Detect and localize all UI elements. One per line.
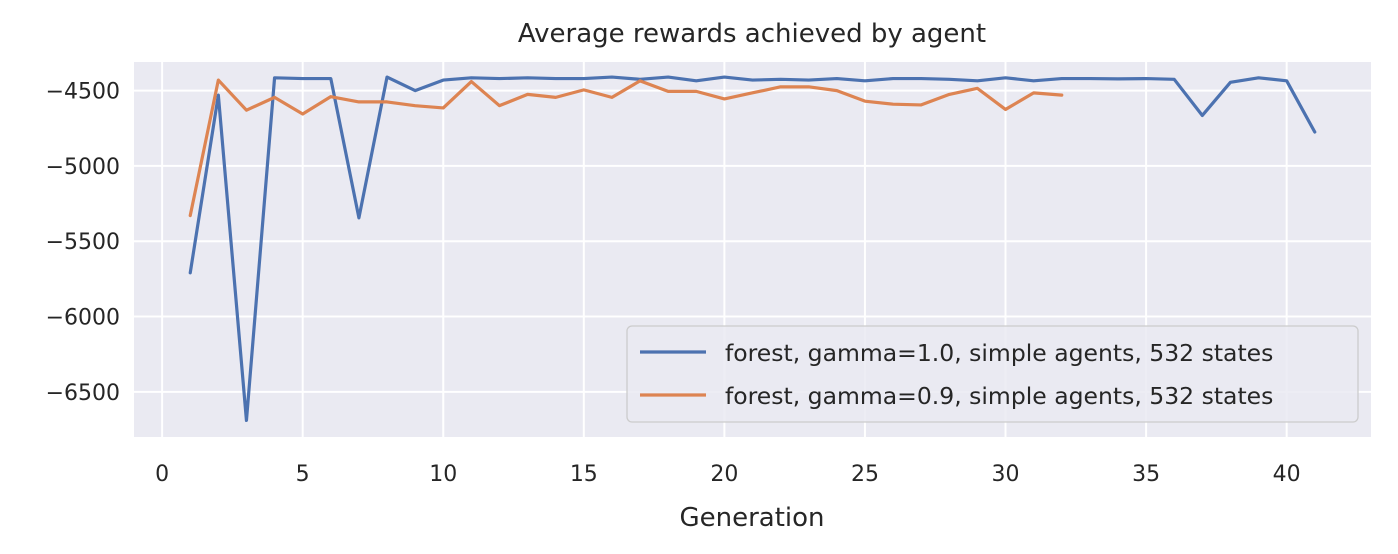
x-tick-label: 30: [992, 462, 1020, 487]
legend-frame: [626, 325, 1359, 423]
legend: forest, gamma=1.0, simple agents, 532 st…: [626, 325, 1359, 423]
x-axis-label: Generation: [679, 503, 824, 533]
x-tick-label: 20: [710, 462, 738, 487]
y-tick-label: −6500: [46, 381, 120, 406]
series-lines: [188, 75, 1317, 423]
y-tick-label: −6000: [46, 306, 120, 331]
series-line-0: [188, 75, 1317, 423]
x-tick-label: 35: [1132, 462, 1160, 487]
legend-label-gamma-0-9: forest, gamma=0.9, simple agents, 532 st…: [725, 382, 1273, 410]
y-tick-label: −5000: [46, 155, 120, 180]
x-tick-label: 10: [429, 462, 457, 487]
y-tick-labels: −6500 −6000 −5500 −5000 −4500: [46, 80, 120, 406]
x-tick-labels: 0 5 10 15 20 25 30 35 40: [155, 462, 1301, 487]
x-tick-label: 25: [851, 462, 879, 487]
legend-label-gamma-1-0: forest, gamma=1.0, simple agents, 532 st…: [725, 339, 1273, 367]
x-tick-label: 15: [570, 462, 598, 487]
x-tick-label: 5: [296, 462, 310, 487]
y-tick-label: −4500: [46, 80, 120, 105]
chart-title: Average rewards achieved by agent: [518, 19, 986, 49]
series-line-1: [188, 78, 1064, 218]
y-tick-label: −5500: [46, 230, 120, 255]
x-tick-label: 40: [1273, 462, 1301, 487]
x-tick-label: 0: [155, 462, 169, 487]
